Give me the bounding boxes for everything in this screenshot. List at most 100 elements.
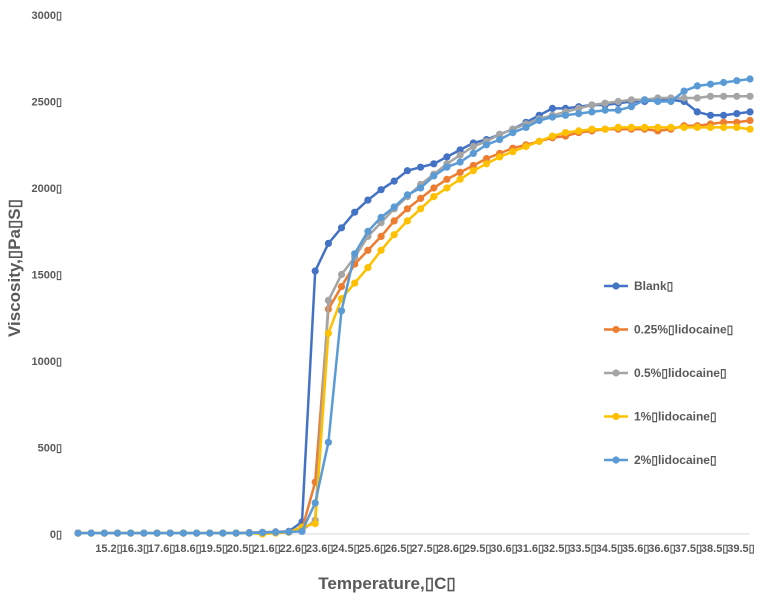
- data-point: [588, 101, 596, 109]
- data-point: [733, 118, 741, 126]
- data-point: [140, 529, 148, 537]
- y-tick-label: 2500▯: [31, 97, 62, 109]
- data-point: [614, 123, 622, 131]
- data-point: [430, 160, 438, 168]
- data-point: [469, 161, 477, 170]
- data-point: [680, 123, 688, 131]
- data-point: [482, 155, 491, 163]
- series-layer: [74, 75, 754, 538]
- data-point: [430, 193, 438, 201]
- data-point: [377, 213, 385, 221]
- data-point: [403, 167, 411, 175]
- x-tick-label: 34.5▯: [596, 543, 623, 555]
- data-point: [179, 529, 187, 537]
- legend-label: 1%▯lidocaine▯: [634, 410, 717, 424]
- legend-item: 0.5%▯lidocaine▯: [604, 366, 727, 380]
- data-point: [390, 177, 398, 185]
- data-point: [324, 239, 332, 247]
- series-4: [74, 75, 754, 537]
- legend-swatch-marker: [612, 412, 620, 421]
- data-point: [627, 123, 636, 131]
- data-point: [733, 123, 741, 131]
- data-point: [337, 307, 346, 315]
- x-tick-label: 20.5▯: [227, 543, 254, 555]
- y-axis-title: Viscosity,▯Pa▯S▯: [5, 199, 24, 337]
- data-point: [693, 108, 701, 116]
- data-point: [535, 116, 543, 125]
- data-point: [113, 529, 122, 537]
- series-0: [74, 96, 754, 537]
- data-point: [390, 203, 398, 211]
- data-point: [311, 267, 319, 275]
- series-2: [74, 92, 754, 537]
- data-point: [654, 123, 662, 131]
- x-tick-label: 23.6▯: [306, 543, 333, 555]
- data-point: [430, 172, 438, 180]
- data-point: [522, 123, 530, 131]
- data-point: [680, 87, 688, 95]
- x-tick-label: 25.6▯: [359, 543, 386, 555]
- data-point: [206, 529, 214, 537]
- data-point: [720, 118, 728, 126]
- legend: Blank▯ 0.25%▯lidocaine▯ 0.5%▯lidocaine▯ 1%▯…: [604, 279, 733, 467]
- data-point: [693, 123, 701, 131]
- data-point: [351, 250, 359, 258]
- y-tick-label: 3000▯: [31, 10, 62, 22]
- data-point: [324, 296, 332, 304]
- data-point: [377, 232, 385, 240]
- data-point: [456, 175, 464, 183]
- data-point: [733, 77, 741, 85]
- legend-item: 2%▯lidocaine▯: [604, 453, 717, 467]
- data-point: [351, 208, 359, 216]
- data-point: [469, 149, 477, 157]
- data-point: [443, 163, 451, 171]
- y-tick-label: 1000▯: [31, 356, 62, 368]
- data-point: [746, 125, 754, 133]
- data-point: [627, 103, 636, 111]
- data-point: [706, 111, 715, 119]
- data-point: [667, 97, 675, 106]
- data-point: [706, 123, 715, 131]
- data-point: [219, 529, 227, 537]
- x-tick-label: 26.5▯: [385, 543, 412, 555]
- data-point: [417, 163, 425, 171]
- data-point: [443, 153, 451, 161]
- data-point: [364, 227, 372, 235]
- data-point: [456, 158, 464, 166]
- data-point: [561, 111, 570, 119]
- data-point: [535, 137, 543, 145]
- y-tick-label: 1500▯: [31, 270, 62, 282]
- data-point: [720, 123, 728, 131]
- data-point: [390, 217, 398, 225]
- x-tick-label: 22.6▯: [280, 543, 307, 555]
- x-tick-label: 28.6▯: [438, 543, 465, 555]
- series-line: [78, 77, 751, 535]
- data-point: [390, 231, 398, 239]
- legend-label: 0.25%▯lidocaine▯: [634, 323, 733, 337]
- data-point: [693, 82, 701, 90]
- x-tick-label: 37.5▯: [675, 543, 702, 555]
- x-axis-title: Temperature,▯C▯: [318, 574, 455, 593]
- data-point: [588, 125, 596, 133]
- data-point: [561, 129, 570, 137]
- data-point: [311, 520, 319, 528]
- data-point: [193, 529, 201, 537]
- data-point: [337, 270, 346, 279]
- x-tick-label: 19.5▯: [201, 543, 228, 555]
- y-axis-ticks: 0▯ 500▯ 1000▯ 1500▯ 2000▯ 2500▯ 3000▯: [31, 10, 62, 541]
- data-point: [351, 279, 359, 287]
- data-point: [364, 246, 372, 254]
- data-point: [456, 146, 464, 154]
- data-point: [667, 123, 675, 131]
- legend-swatch-marker: [612, 282, 620, 290]
- data-point: [746, 75, 754, 83]
- data-point: [74, 529, 82, 537]
- x-tick-label: 16.3▯: [122, 543, 149, 555]
- data-point: [746, 116, 754, 125]
- y-tick-label: 2000▯: [31, 183, 62, 195]
- data-point: [443, 175, 451, 183]
- data-point: [641, 96, 649, 104]
- series-line: [78, 98, 751, 535]
- x-axis-ticks: 15.2▯16.3▯17.6▯18.6▯19.5▯20.5▯21.6▯22.6▯…: [95, 543, 754, 555]
- data-point: [311, 499, 319, 507]
